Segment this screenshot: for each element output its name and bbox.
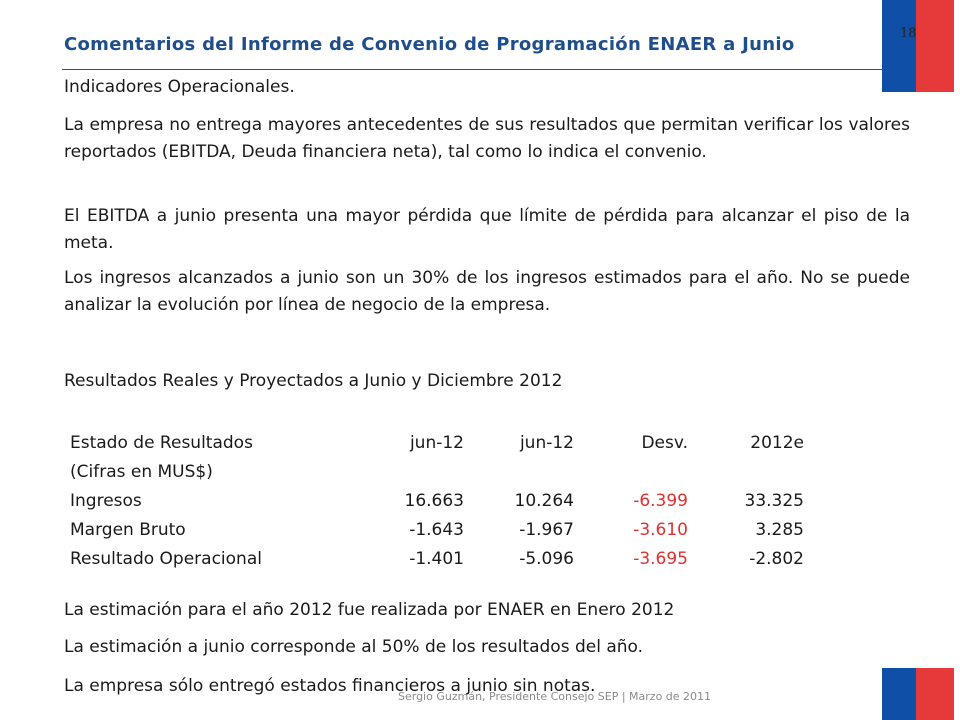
table-header-row: Estado de Resultados jun-12 jun-12 Desv.… [70, 428, 804, 457]
table-cell-deviation: -3.695 [633, 548, 688, 569]
flag-blue-stripe [882, 0, 916, 92]
slide-title: Comentarios del Informe de Convenio de P… [64, 34, 795, 55]
paragraph-ebitda: El EBITDA a junio presenta una mayor pér… [64, 206, 910, 253]
results-table: Estado de Resultados jun-12 jun-12 Desv.… [70, 428, 804, 573]
table-row: Resultado Operacional -1.401 -5.096 -3.6… [70, 544, 804, 573]
table-row: Ingresos 16.663 10.264 -6.399 33.325 [70, 486, 804, 515]
table-cell: 3.285 [755, 519, 804, 540]
flag-decoration-top [882, 0, 954, 92]
table-subheader-row: (Cifras en MUS$) [70, 457, 804, 486]
table-cell: 33.325 [744, 490, 804, 511]
flag-red-stripe [916, 668, 954, 720]
paragraph-antecedentes: La empresa no entrega mayores antecedent… [64, 115, 910, 162]
slide-number: 18 [900, 26, 917, 41]
flag-red-stripe [916, 0, 954, 92]
table-cell: -5.096 [519, 548, 574, 569]
table-cell: 10.264 [514, 490, 574, 511]
paragraph-ingresos: Los ingresos alcanzados a junio son un 3… [64, 268, 910, 315]
paragraph-financial-statements: La empresa sólo entregó estados financie… [64, 676, 596, 696]
table-cell: -1.401 [409, 548, 464, 569]
title-underline [62, 69, 882, 70]
table-cell: Ingresos [70, 490, 142, 511]
table-cell: -1.643 [409, 519, 464, 540]
section-heading-results: Resultados Reales y Proyectados a Junio … [64, 371, 563, 391]
table-cell-deviation: -6.399 [633, 490, 688, 511]
table-row: Margen Bruto -1.643 -1.967 -3.610 3.285 [70, 515, 804, 544]
table-header-cell: Estado de Resultados [70, 432, 253, 453]
flag-decoration-bottom [882, 668, 954, 720]
table-header-cell: jun-12 [519, 432, 574, 453]
table-cell: Resultado Operacional [70, 548, 262, 569]
paragraph-estimation-2012: La estimación para el año 2012 fue reali… [64, 600, 675, 620]
footer-credit: Sergio Guzmán, Presidente Consejo SEP | … [398, 690, 712, 703]
table-header-cell: jun-12 [409, 432, 464, 453]
table-cell-deviation: -3.610 [633, 519, 688, 540]
table-header-cell: Desv. [641, 432, 688, 453]
section-heading-indicators: Indicadores Operacionales. [64, 77, 295, 97]
table-cell: Margen Bruto [70, 519, 186, 540]
table-cell: -1.967 [519, 519, 574, 540]
table-cell: -2.802 [749, 548, 804, 569]
table-header-cell: 2012e [750, 432, 804, 453]
flag-blue-stripe [882, 668, 916, 720]
paragraph-estimation-june: La estimación a junio corresponde al 50%… [64, 637, 644, 657]
table-cell: 16.663 [404, 490, 464, 511]
table-units-label: (Cifras en MUS$) [70, 461, 213, 482]
